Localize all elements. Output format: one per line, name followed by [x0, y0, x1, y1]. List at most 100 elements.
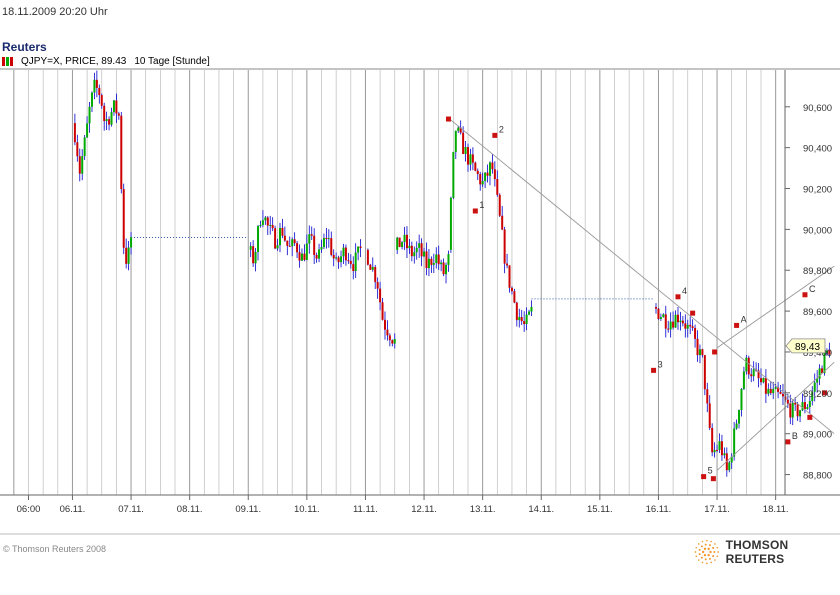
candle-body	[418, 243, 421, 248]
candle-body	[476, 170, 479, 175]
candle-body	[264, 217, 267, 221]
candle-body	[694, 327, 697, 339]
logo-dot	[717, 551, 719, 553]
candle-body	[376, 282, 379, 289]
candle-body	[318, 249, 321, 259]
x-tick-label: 06.11.	[60, 504, 86, 515]
candle-body	[513, 291, 516, 303]
y-tick-label: 89,600	[803, 307, 832, 318]
logo-dot	[708, 544, 711, 547]
candle-body	[95, 79, 98, 88]
candle-body	[747, 357, 750, 375]
candle-body	[484, 172, 487, 182]
candle-body	[340, 256, 343, 263]
candle-body	[371, 267, 374, 270]
candle-body	[93, 79, 96, 93]
candle-body	[344, 247, 347, 261]
candle-body	[73, 123, 76, 143]
candle-body	[278, 227, 281, 246]
candle-body	[486, 172, 489, 176]
logo-dot	[710, 540, 712, 543]
candle-body	[396, 237, 399, 250]
candle-body	[791, 402, 794, 418]
wave-marker	[712, 349, 718, 355]
candle-body	[415, 247, 418, 253]
logo-dot	[716, 555, 719, 558]
wave-label: 5	[708, 466, 713, 476]
candle-body	[298, 252, 301, 261]
logo-dot	[716, 546, 719, 549]
candle-body	[777, 387, 780, 392]
candle-body	[674, 314, 677, 328]
candle-body	[733, 428, 736, 457]
x-tick-label: 13.11.	[470, 504, 496, 515]
logo-dot	[695, 555, 698, 558]
candle-body	[760, 378, 762, 383]
candle-body	[469, 154, 472, 165]
logo-dot	[700, 556, 703, 559]
wave-marker	[651, 367, 657, 373]
candle-body	[288, 245, 291, 247]
candle-body	[742, 371, 745, 389]
logo-dot	[697, 559, 700, 561]
candle-body	[689, 324, 692, 327]
candle-body	[76, 142, 79, 157]
candle-body	[801, 402, 804, 411]
candle-body	[320, 247, 323, 250]
candle-body	[105, 119, 108, 122]
candle-body	[679, 320, 682, 323]
candle-body	[445, 264, 448, 275]
candlestick-icon	[2, 57, 13, 66]
candle-body	[405, 234, 408, 249]
candle-body	[408, 245, 411, 249]
candle-body	[117, 113, 120, 116]
logo-dot	[712, 546, 715, 549]
candle-body	[112, 100, 115, 113]
candle-body	[672, 321, 675, 328]
candle-body	[730, 456, 733, 463]
x-tick-label: 14.11.	[528, 504, 554, 515]
candle-body	[823, 352, 826, 374]
logo-dot	[701, 540, 704, 543]
candle-body	[789, 403, 792, 418]
wave-marker	[675, 294, 681, 300]
candle-body	[410, 245, 413, 257]
wave-label: 1	[479, 200, 484, 210]
candle-body	[813, 382, 816, 392]
candle-body	[349, 260, 352, 265]
candle-body	[459, 127, 462, 133]
x-tick-label: 07.11.	[118, 504, 144, 515]
candle-body	[740, 388, 743, 411]
wave-marker	[701, 474, 707, 480]
chart-legend: QJPY=X, PRICE, 89.43 10 Tage [Stunde]	[2, 56, 210, 67]
wave-marker	[785, 439, 791, 445]
x-tick-label: 15.11.	[587, 504, 613, 515]
candle-body	[357, 246, 360, 253]
candle-body	[327, 238, 330, 240]
logo-dot	[713, 550, 716, 554]
candle-body	[274, 228, 277, 249]
candle-body	[313, 235, 316, 256]
y-tick-label: 90,200	[803, 185, 832, 196]
candle-body	[401, 242, 404, 248]
candle-body	[393, 339, 396, 344]
candle-body	[496, 179, 499, 195]
candle-body	[491, 162, 494, 170]
candle-body	[706, 389, 709, 404]
candle-body	[447, 254, 450, 265]
candle-body	[493, 169, 496, 180]
candle-body	[425, 251, 428, 269]
candle-body	[525, 314, 528, 325]
candle-body	[711, 428, 714, 453]
candle-body	[249, 246, 252, 250]
candle-body	[818, 368, 821, 379]
candle-body	[374, 267, 377, 283]
candle-body	[781, 393, 784, 397]
candle-body	[821, 368, 824, 374]
logo-dot	[714, 543, 716, 545]
annotations: 1 2 3 4 5 A B C	[445, 116, 835, 482]
candle-body	[530, 306, 533, 312]
candle-body	[828, 350, 831, 355]
wave-label: 3	[658, 359, 663, 369]
